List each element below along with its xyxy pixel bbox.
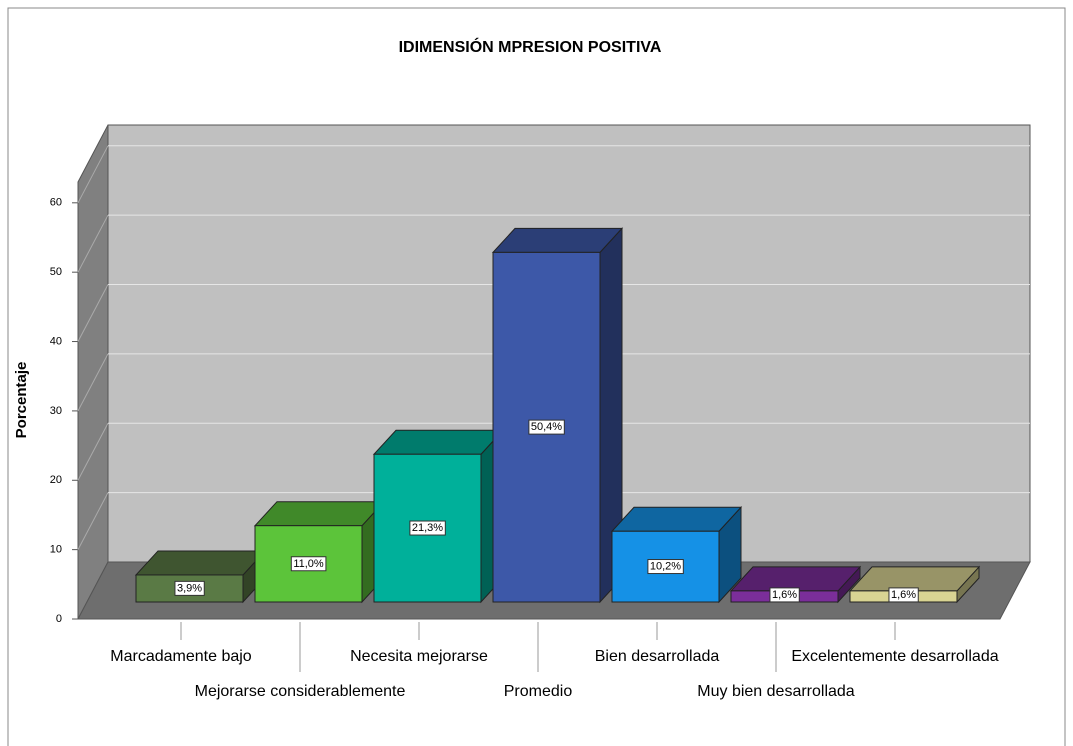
x-tick-label: Muy bien desarrollada: [697, 683, 855, 700]
value-label: 11,0%: [293, 558, 324, 570]
bar-top: [491, 227, 624, 253]
bar-top: [729, 566, 862, 592]
y-tick-label: 60: [50, 197, 62, 209]
value-label-box: [888, 587, 919, 603]
value-label-box: [769, 587, 800, 603]
y-tick-label: 40: [50, 335, 62, 347]
x-tick-label: Excelentemente desarrollada: [791, 648, 998, 665]
y-tick-label: 50: [50, 266, 62, 278]
bar-top: [134, 550, 267, 576]
value-label-box: [528, 419, 565, 435]
bar-top: [848, 566, 981, 592]
value-label: 21,3%: [412, 522, 443, 534]
side-grid-line: [77, 145, 109, 204]
chart-title: IDIMENSIÓN MPRESION POSITIVA: [399, 37, 662, 56]
bar-top: [372, 429, 505, 455]
value-label-box: [409, 520, 446, 536]
x-tick-label: Necesita mejorarse: [350, 648, 488, 665]
value-label: 10,2%: [650, 561, 681, 573]
y-tick-label: 30: [50, 405, 62, 417]
value-label-box: [174, 580, 205, 596]
y-tick-label: 0: [56, 613, 62, 625]
side-grid-line: [77, 214, 109, 273]
side-wall: [77, 124, 109, 620]
y-axis-label: Porcentaje: [13, 362, 30, 439]
value-label-box: [647, 559, 684, 575]
y-tick-label: 20: [50, 474, 62, 486]
bar-top: [610, 506, 743, 532]
frame: [7, 7, 1066, 746]
y-tick-label: 10: [50, 544, 62, 556]
side-grid-line: [77, 423, 109, 481]
bar-top: [253, 501, 386, 527]
value-label: 1,6%: [891, 589, 916, 601]
x-tick-label: Marcadamente bajo: [110, 648, 252, 665]
side-grid-line: [77, 284, 109, 342]
value-label-box: [290, 556, 327, 572]
side-grid-line: [77, 492, 109, 550]
x-tick-label: Bien desarrollada: [595, 648, 720, 665]
value-label: 50,4%: [531, 421, 562, 433]
value-label: 1,6%: [772, 589, 797, 601]
side-grid-line: [77, 353, 109, 412]
x-tick-label: Promedio: [504, 683, 573, 700]
x-tick-label: Mejorarse considerablemente: [195, 683, 406, 700]
value-label: 3,9%: [177, 582, 202, 594]
